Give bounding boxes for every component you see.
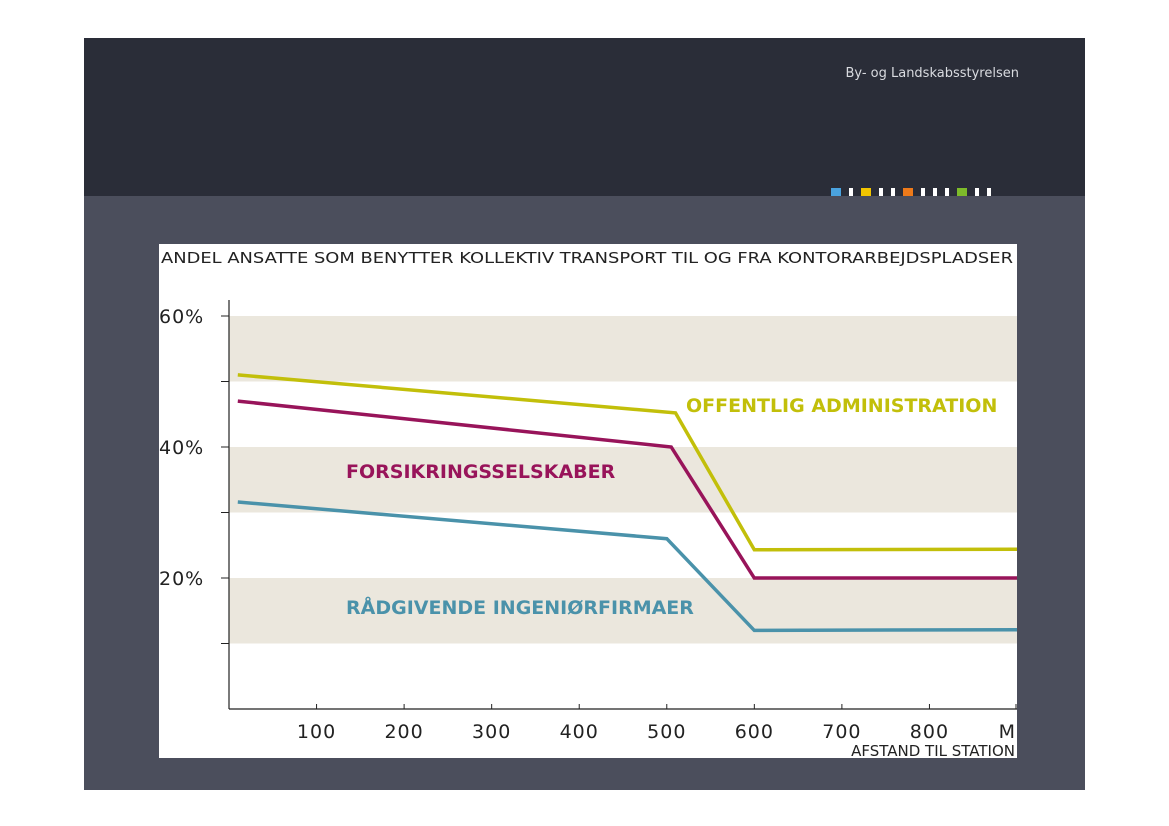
x-tick-label: 500 [647, 721, 686, 743]
color-bar-segment [879, 188, 883, 196]
color-bar-strip [84, 188, 1085, 198]
series-line [237, 500, 1017, 633]
color-bar-segment [957, 188, 967, 196]
org-name: By- og Landskabsstyrelsen [845, 66, 1019, 81]
series-label: FORSIKRINGSSELSKABER [346, 461, 616, 483]
series-label: OFFENTLIG ADMINISTRATION [686, 395, 997, 417]
color-bar-segment [831, 188, 841, 196]
chart-panel: 20% 40% 60% 100 200 300 400 500 600 700 800 M AFSTAN… [159, 244, 1017, 758]
x-tick-label: 200 [384, 721, 423, 743]
x-tick-label: 600 [735, 721, 774, 743]
x-tick-label: 800 [910, 721, 949, 743]
header-band: By- og Landskabsstyrelsen [84, 38, 1085, 196]
grid-band [229, 447, 1017, 513]
x-unit-label: M [999, 721, 1015, 743]
color-bar-segment [891, 188, 895, 196]
x-tick-label: 700 [822, 721, 861, 743]
line-chart: 20% 40% 60% 100 200 300 400 500 600 700 800 MAFSTAN… [159, 249, 1017, 758]
series-line [237, 399, 1017, 580]
chart-title: ANDEL ANSATTE SOM BENYTTER KOLLEKTIV TRA… [161, 249, 1013, 267]
color-bar-segment [987, 188, 991, 196]
y-tick-label: 60% [159, 306, 204, 328]
color-bar-segment [945, 188, 949, 196]
color-bar-segment [903, 188, 913, 196]
grid-band [229, 316, 1017, 382]
series-label: RÅDGIVENDE INGENIØRFIRMAER [346, 595, 694, 619]
color-bar-segment [975, 188, 979, 196]
color-bar-segment [921, 188, 925, 196]
x-tick-label: 400 [560, 721, 599, 743]
color-bar-segment [861, 188, 871, 196]
x-tick-label: 300 [472, 721, 511, 743]
color-bar-segment [849, 188, 853, 196]
grid-band [229, 578, 1017, 644]
y-tick-label: 20% [159, 568, 204, 590]
y-tick-label: 40% [159, 437, 204, 459]
x-tick-label: 100 [297, 721, 336, 743]
color-bar-segment [933, 188, 937, 196]
x-axis-title: AFSTAND TIL STATION [851, 742, 1015, 758]
series-line [237, 373, 1017, 552]
slide-background: By- og Landskabsstyrelsen 20% 40% 60% 100 20… [84, 38, 1085, 790]
